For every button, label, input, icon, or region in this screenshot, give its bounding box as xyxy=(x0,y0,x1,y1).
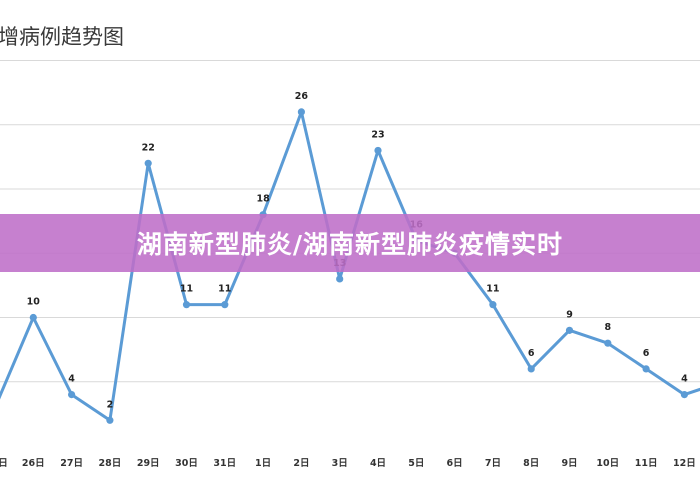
data-point xyxy=(29,313,37,322)
data-label: 4 xyxy=(68,374,75,385)
data-point xyxy=(106,416,114,424)
x-tick-label: 31日 xyxy=(213,458,236,469)
x-tick-label: 8日 xyxy=(523,458,539,469)
x-tick-label: 6日 xyxy=(447,458,463,469)
data-label: 18 xyxy=(256,194,270,205)
data-point xyxy=(604,339,612,347)
data-point xyxy=(68,391,76,399)
data-label: 22 xyxy=(142,142,155,153)
data-label: 10 xyxy=(27,297,41,308)
data-label: 11 xyxy=(180,284,193,295)
data-label: 4 xyxy=(681,374,688,385)
data-label: 23 xyxy=(371,129,384,140)
x-tick-label: 1日 xyxy=(255,458,271,469)
x-tick-label: 4日 xyxy=(370,458,386,469)
data-label: 6 xyxy=(643,348,650,359)
x-tick-label: 30日 xyxy=(175,458,198,469)
data-point xyxy=(527,365,535,373)
chart-title: 增病例趋势图 xyxy=(0,25,124,49)
data-label: 2 xyxy=(107,399,114,410)
data-point xyxy=(336,275,344,283)
x-tick-label: 26日 xyxy=(22,458,45,469)
data-label: 26 xyxy=(295,91,309,102)
data-point xyxy=(489,301,497,309)
data-point xyxy=(297,108,305,116)
data-point xyxy=(565,326,574,334)
data-label: 8 xyxy=(604,322,611,333)
x-tick-label: 9日 xyxy=(561,458,577,469)
data-label: 9 xyxy=(566,309,573,320)
data-point xyxy=(374,146,382,155)
data-point xyxy=(221,301,229,309)
banner-text: 湖南新型肺炎/湖南新型肺炎疫情实时 xyxy=(136,230,564,259)
x-axis-ticks: 日 26日 27日 28日 29日 30日 31日 1日 2日 3日 4日 5日 6日 7日 8日 9日 10日… xyxy=(0,458,696,469)
x-tick-label: 2日 xyxy=(293,458,309,469)
x-tick-label: 10日 xyxy=(596,458,619,469)
data-point xyxy=(680,391,689,399)
overlay-banner: 湖南新型肺炎/湖南新型肺炎疫情实时 xyxy=(0,214,700,272)
x-tick-label: 12日 xyxy=(673,458,696,469)
x-tick-label: 7日 xyxy=(485,458,501,469)
x-tick-label: 27日 xyxy=(60,458,83,469)
data-point xyxy=(182,301,191,309)
data-label: 11 xyxy=(486,284,499,295)
x-tick-label: 11日 xyxy=(635,458,658,469)
data-point xyxy=(642,365,650,373)
data-label: 11 xyxy=(218,284,231,295)
x-tick-label: 5日 xyxy=(408,458,424,469)
data-point xyxy=(144,159,152,167)
x-tick-label: 28日 xyxy=(99,458,122,469)
x-tick-label: 29日 xyxy=(137,458,160,469)
x-tick-label: 日 xyxy=(0,458,8,469)
data-label: 6 xyxy=(528,348,535,359)
x-tick-label: 3日 xyxy=(332,458,348,469)
